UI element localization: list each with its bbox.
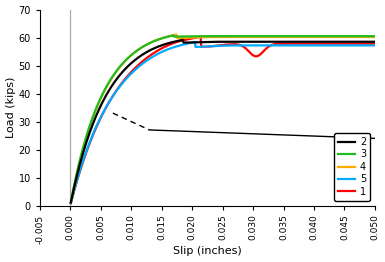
3 (222, 35, 226, 38)
5 (330, 44, 334, 47)
1 (198, 35, 203, 38)
Line: 4: 4 (71, 35, 385, 202)
5 (69, 201, 73, 205)
Y-axis label: Load (kips): Load (kips) (5, 77, 15, 138)
5 (192, 40, 197, 43)
X-axis label: Slip (inches): Slip (inches) (173, 247, 242, 256)
4 (241, 35, 246, 39)
1 (330, 42, 334, 45)
1 (220, 43, 224, 47)
Line: 3: 3 (71, 35, 385, 202)
2 (330, 40, 334, 43)
1 (379, 42, 384, 45)
5 (379, 44, 384, 47)
3 (241, 35, 246, 38)
4 (222, 35, 226, 39)
2 (181, 38, 185, 41)
4 (379, 35, 384, 39)
Line: 5: 5 (71, 42, 385, 203)
1 (241, 45, 246, 48)
4 (69, 201, 73, 204)
4 (258, 35, 263, 39)
1 (69, 201, 73, 205)
3 (220, 35, 224, 38)
5 (222, 44, 226, 47)
5 (241, 44, 246, 47)
3 (330, 35, 334, 38)
5 (258, 44, 263, 47)
4 (330, 35, 334, 39)
3 (171, 34, 176, 37)
1 (258, 53, 263, 56)
Line: 1: 1 (71, 37, 385, 203)
2 (222, 40, 226, 43)
2 (69, 201, 73, 204)
2 (379, 40, 384, 43)
2 (258, 40, 263, 43)
2 (241, 40, 246, 43)
3 (379, 35, 384, 38)
3 (69, 201, 73, 204)
4 (220, 35, 224, 39)
4 (174, 33, 179, 36)
2 (220, 40, 224, 43)
1 (222, 43, 226, 46)
5 (220, 44, 224, 47)
3 (258, 35, 263, 38)
Line: 2: 2 (71, 40, 385, 203)
Legend: 2, 3, 4, 5, 1: 2, 3, 4, 5, 1 (334, 133, 370, 201)
